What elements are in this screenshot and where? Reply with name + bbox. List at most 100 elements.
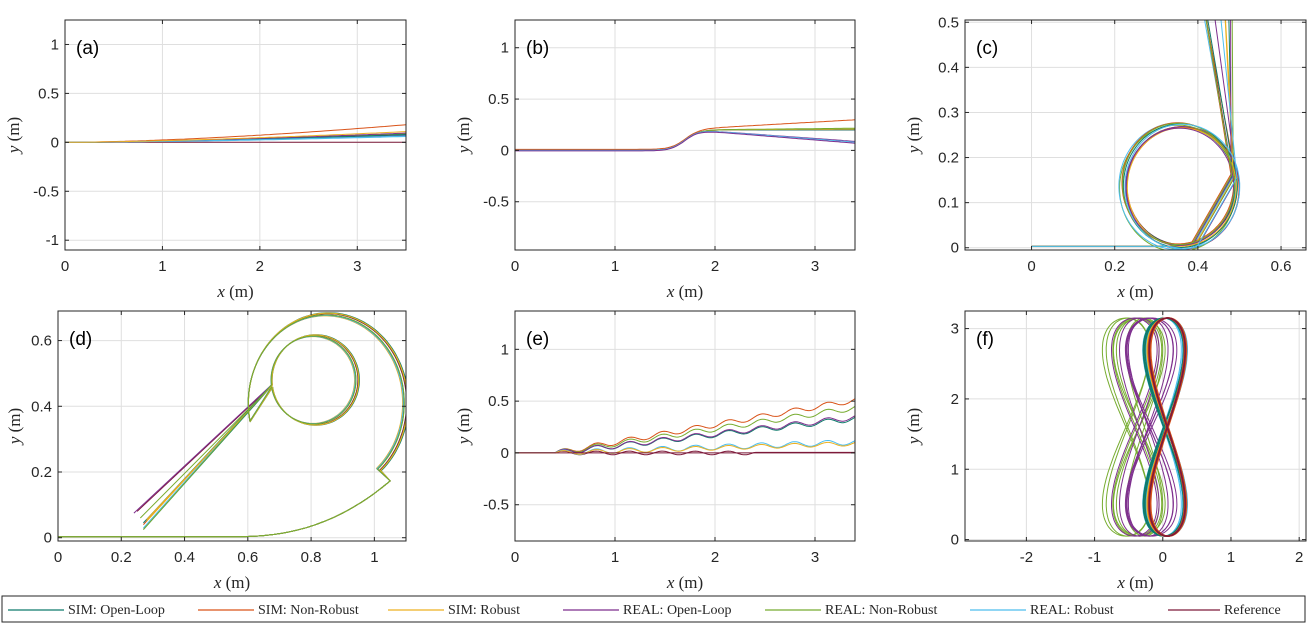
series-group <box>58 312 406 538</box>
x-tick-label: 3 <box>811 258 819 275</box>
y-tick-label: 0.1 <box>938 195 959 212</box>
panel-label: (b) <box>526 38 549 59</box>
legend-label: SIM: Open-Loop <box>68 603 165 618</box>
panel-4: 0 1 2 3 -0.5 0 0.5 1 (e) x (m) y (m) <box>454 310 856 592</box>
x-tick-label: 2 <box>711 549 719 566</box>
plot-area <box>515 20 855 250</box>
x-axis-label: x (m) <box>216 282 253 301</box>
y-axis-label: y (m) <box>4 117 23 155</box>
legend-label: SIM: Robust <box>448 603 520 618</box>
y-tick-label: 0.5 <box>938 14 959 31</box>
legend-label: REAL: Non-Robust <box>825 603 938 618</box>
series-line <box>515 415 855 454</box>
series-line <box>1111 317 1158 537</box>
series-group <box>65 124 406 143</box>
y-tick-label: 1 <box>501 40 509 57</box>
x-tick-label: 2 <box>1295 549 1303 566</box>
y-axis-label: y (m) <box>454 408 473 446</box>
series-line <box>1031 20 1241 250</box>
panel-label: (f) <box>976 329 994 350</box>
legend-box <box>1 595 1306 623</box>
axes-box <box>514 19 856 251</box>
plot-area <box>965 20 1306 250</box>
axes-box <box>57 310 407 542</box>
y-tick-label: 1 <box>51 36 59 53</box>
y-axis-label: y (m) <box>904 408 923 446</box>
x-axis-label: x (m) <box>666 573 703 592</box>
x-tick-label: 3 <box>811 549 819 566</box>
series-line <box>1119 317 1160 537</box>
series-line <box>1126 317 1178 537</box>
y-tick-label: 0.6 <box>31 333 52 350</box>
legend-label: Reference <box>1224 603 1281 618</box>
panel-0: 0 1 2 3 -1 -0.5 0 0.5 1 (a) x (m) y (m) <box>4 19 407 301</box>
series-line <box>515 119 855 150</box>
series-line <box>1031 20 1235 247</box>
panel-label: (a) <box>76 38 99 59</box>
x-axis-label: x (m) <box>1116 573 1153 592</box>
y-tick-label: -0.5 <box>483 194 509 211</box>
legend-label: SIM: Non-Robust <box>258 603 359 618</box>
legend: SIM: Open-Loop SIM: Non-Robust SIM: Robust… <box>1 595 1306 623</box>
x-tick-label: 2 <box>711 258 719 275</box>
panel-label: (d) <box>69 329 92 350</box>
x-tick-label: 3 <box>353 258 361 275</box>
y-axis-label: y (m) <box>454 117 473 155</box>
panel-5: -2 -1 0 1 2 0 1 2 3 (f) x (m) y (m) <box>904 310 1307 592</box>
panel-label: (c) <box>976 38 998 59</box>
y-tick-label: 0.5 <box>38 85 59 102</box>
x-axis-label: x (m) <box>666 282 703 301</box>
x-tick-label: 1 <box>611 258 619 275</box>
y-tick-label: 0.5 <box>488 393 509 410</box>
y-tick-label: 0 <box>501 142 509 159</box>
panel-3: 0 0.2 0.4 0.6 0.8 1 0 0.2 0.4 0.6 (d) x (m) y (m) <box>5 310 407 592</box>
legend-label: REAL: Robust <box>1030 603 1114 618</box>
x-tick-label: 1 <box>370 549 378 566</box>
x-tick-label: 0 <box>511 549 519 566</box>
x-axis-label: x (m) <box>1116 282 1153 301</box>
panel-2: 0 0.2 0.4 0.6 0 0.1 0.2 0.3 0.4 0.5 (c) x (m) y (m) <box>904 14 1307 301</box>
x-tick-label: -1 <box>1088 549 1101 566</box>
panel-label: (e) <box>526 329 549 350</box>
y-tick-label: 0.4 <box>31 398 52 415</box>
x-tick-label: 0.4 <box>1187 258 1208 275</box>
x-tick-label: 0 <box>54 549 62 566</box>
series-group <box>1031 20 1241 250</box>
y-tick-label: 3 <box>951 321 959 338</box>
y-tick-label: -1 <box>46 232 59 249</box>
y-tick-label: 0.5 <box>488 91 509 108</box>
x-tick-label: 0.4 <box>174 549 195 566</box>
axes-box <box>964 19 1307 251</box>
y-tick-label: 0 <box>951 532 959 549</box>
y-tick-label: 0 <box>44 530 52 547</box>
x-tick-label: 0 <box>1027 258 1035 275</box>
y-axis-label: y (m) <box>5 408 24 446</box>
axes-box <box>514 310 856 542</box>
y-tick-label: 0 <box>51 134 59 151</box>
y-tick-label: 0.4 <box>938 59 959 76</box>
plot-area <box>515 311 855 541</box>
x-tick-label: 0.8 <box>301 549 322 566</box>
y-tick-label: -0.5 <box>33 183 59 200</box>
x-tick-label: 2 <box>256 258 264 275</box>
y-tick-label: 1 <box>951 461 959 478</box>
x-tick-label: 1 <box>158 258 166 275</box>
y-tick-label: 2 <box>951 391 959 408</box>
series-line <box>1148 317 1187 537</box>
legend-label: REAL: Open-Loop <box>623 603 731 618</box>
y-axis-label: y (m) <box>904 117 923 155</box>
axes-box <box>964 310 1307 542</box>
x-tick-label: 0.2 <box>1104 258 1125 275</box>
series-line <box>515 131 855 152</box>
y-tick-label: 1 <box>501 341 509 358</box>
x-tick-label: 1 <box>611 549 619 566</box>
series-line <box>515 451 855 454</box>
x-tick-label: -2 <box>1020 549 1033 566</box>
x-tick-label: 0.6 <box>237 549 258 566</box>
series-group <box>515 119 855 152</box>
series-line <box>65 131 406 143</box>
y-tick-label: 0 <box>951 240 959 257</box>
series-line <box>58 314 405 538</box>
x-tick-label: 0.2 <box>111 549 132 566</box>
